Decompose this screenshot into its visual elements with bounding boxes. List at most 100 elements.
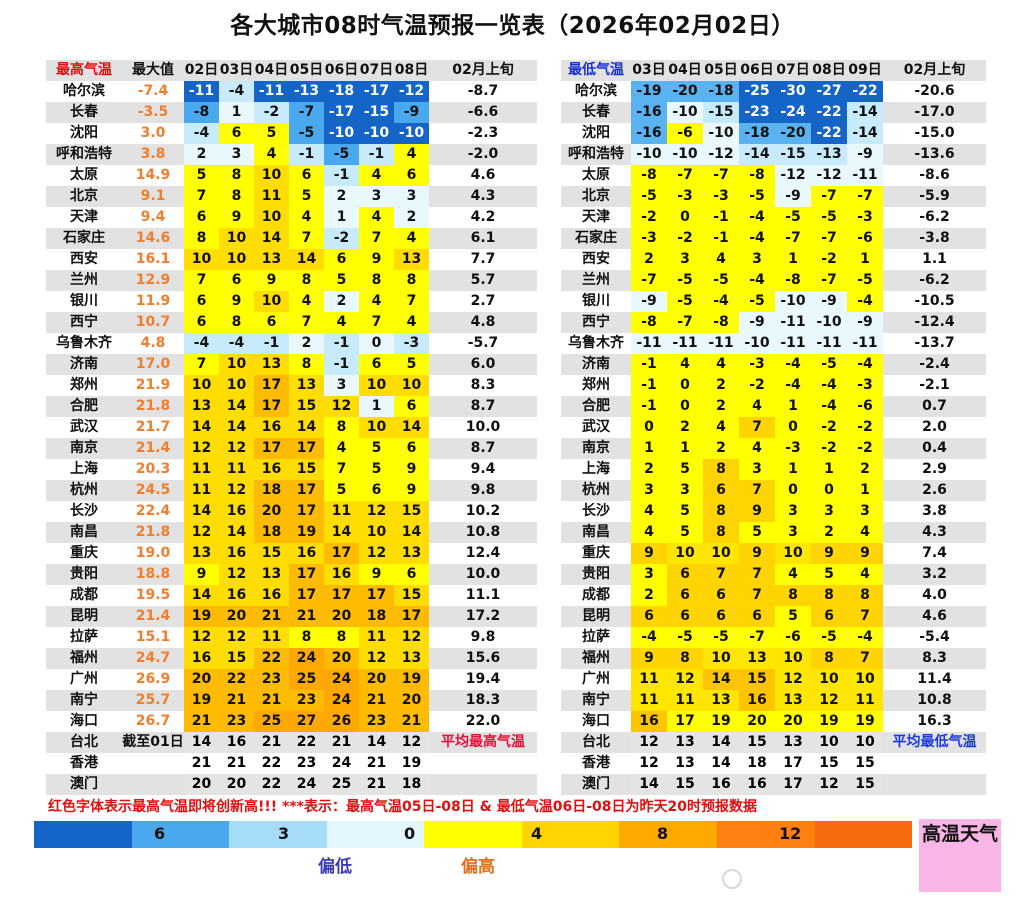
city-name: 重庆 — [582, 545, 610, 561]
low-value: 8 — [811, 648, 847, 669]
high-value: -1 — [324, 354, 359, 375]
high-value: 10 — [394, 375, 429, 396]
high-value: 17 — [254, 438, 289, 459]
high-value: 21 — [184, 711, 219, 732]
city-name: 香港 — [582, 755, 610, 771]
low-value: 4 — [703, 354, 739, 375]
page-title: 各大城市08时气温预报一览表（2026年02月02日） — [230, 13, 795, 39]
low-value: 9 — [847, 543, 883, 564]
low-row: 长春 -16 -10 -15 -23 -24 -22 -14 -17.0 — [561, 102, 986, 123]
max-value: 22.4 — [135, 503, 171, 519]
city-name: 南昌 — [46, 522, 122, 543]
high-value: 6 — [219, 270, 254, 291]
city-name: 长沙 — [70, 503, 98, 519]
high-value: 20 — [324, 606, 359, 627]
low-value: -7 — [739, 627, 775, 648]
max-value — [122, 753, 184, 774]
high-row: 成都 19.5 14 16 16 17 17 17 15 11.1 — [46, 585, 537, 606]
high-value: 13 — [394, 249, 429, 270]
low-value: -15 — [703, 102, 739, 123]
low-value: 3 — [631, 564, 667, 585]
low-value: 10 — [847, 732, 883, 753]
low-dekad-value: 16.3 — [917, 713, 952, 729]
low-value: -1 — [703, 207, 739, 228]
low-day-header: 04日 — [667, 60, 703, 81]
legend-swatch — [229, 821, 327, 848]
legend-tick-label: 3 — [278, 824, 290, 843]
high-value: 10 — [359, 417, 394, 438]
high-value: 8 — [219, 186, 254, 207]
low-value: -2 — [739, 375, 775, 396]
high-value: 14 — [359, 732, 394, 753]
high-dekad-value: -2.3 — [467, 125, 499, 141]
low-row: 西宁 -8 -7 -8 -9 -11 -10 -9 -12.4 — [561, 312, 986, 333]
high-value: 20 — [184, 774, 219, 795]
max-value: 11.9 — [135, 293, 171, 309]
low-row: 长沙 4 5 8 9 3 3 3 3.8 — [561, 501, 986, 522]
low-value: 9 — [739, 501, 775, 522]
low-dekad-value: -5.9 — [883, 186, 986, 207]
high-value: 21 — [359, 774, 394, 795]
high-dekad-value: 9.8 — [429, 480, 537, 501]
low-value: 14 — [703, 753, 739, 774]
low-row: 杭州 3 3 6 7 0 0 1 2.6 — [561, 480, 986, 501]
high-value: 10 — [219, 354, 254, 375]
high-value: 24 — [289, 774, 324, 795]
high-value: 18 — [254, 522, 289, 543]
city-name: 杭州 — [561, 480, 631, 501]
low-label: 最低气温 — [561, 60, 631, 81]
low-day-header: 08日 — [811, 60, 847, 81]
max-value: 3.0 — [140, 125, 166, 141]
high-value: 11 — [254, 186, 289, 207]
high-value: 16 — [219, 543, 254, 564]
high-value: 7 — [394, 291, 429, 312]
low-dekad-value: 3.2 — [883, 564, 986, 585]
high-value: 20 — [219, 774, 254, 795]
city-name: 南昌 — [561, 522, 631, 543]
high-value: 10 — [184, 249, 219, 270]
high-value: 6 — [184, 207, 219, 228]
low-value: 9 — [631, 648, 667, 669]
low-row: 南宁 11 11 13 16 13 12 11 10.8 — [561, 690, 986, 711]
high-value: -4 — [219, 333, 254, 354]
low-value: 18 — [739, 753, 775, 774]
low-value: -24 — [775, 102, 811, 123]
high-value: 8 — [289, 270, 324, 291]
high-value: 12 — [219, 627, 254, 648]
high-value: 9 — [394, 459, 429, 480]
low-value: -5 — [847, 270, 883, 291]
low-value: 7 — [739, 417, 775, 438]
low-value: 3 — [847, 501, 883, 522]
high-dekad-value: 4.2 — [470, 209, 496, 225]
low-row: 天津 -2 0 -1 -4 -5 -5 -3 -6.2 — [561, 207, 986, 228]
city-name: 石家庄 — [46, 228, 122, 249]
low-value: -1 — [703, 228, 739, 249]
high-row: 兰州 12.9 7 6 9 8 5 8 8 5.7 — [46, 270, 537, 291]
low-value: -6 — [667, 123, 703, 144]
hot-weather-label: 高温天气 — [921, 823, 998, 845]
high-value: 8 — [184, 228, 219, 249]
high-value: 16 — [254, 459, 289, 480]
low-value: -7 — [811, 270, 847, 291]
city-name: 西安 — [582, 251, 610, 267]
high-value: 15 — [289, 396, 324, 417]
low-value: 17 — [667, 711, 703, 732]
low-value: -11 — [703, 333, 739, 354]
low-value: -1 — [631, 354, 667, 375]
high-value: 13 — [254, 564, 289, 585]
high-row: 福州 24.7 16 15 22 24 20 12 13 15.6 — [46, 648, 537, 669]
city-name: 兰州 — [46, 270, 122, 291]
high-value: 9 — [359, 249, 394, 270]
city-name: 郑州 — [582, 377, 610, 393]
high-value: 4 — [359, 207, 394, 228]
low-value: 4 — [739, 396, 775, 417]
high-dekad-value: 18.3 — [429, 690, 537, 711]
high-value: 8 — [219, 165, 254, 186]
high-value: 19 — [184, 690, 219, 711]
low-row: 上海 2 5 8 3 1 1 2 2.9 — [561, 459, 986, 480]
legend-swatch — [424, 821, 522, 848]
low-value: 4 — [847, 522, 883, 543]
high-value: 10 — [254, 165, 289, 186]
high-value: 4 — [289, 291, 324, 312]
city-name: 台北 — [46, 732, 122, 753]
